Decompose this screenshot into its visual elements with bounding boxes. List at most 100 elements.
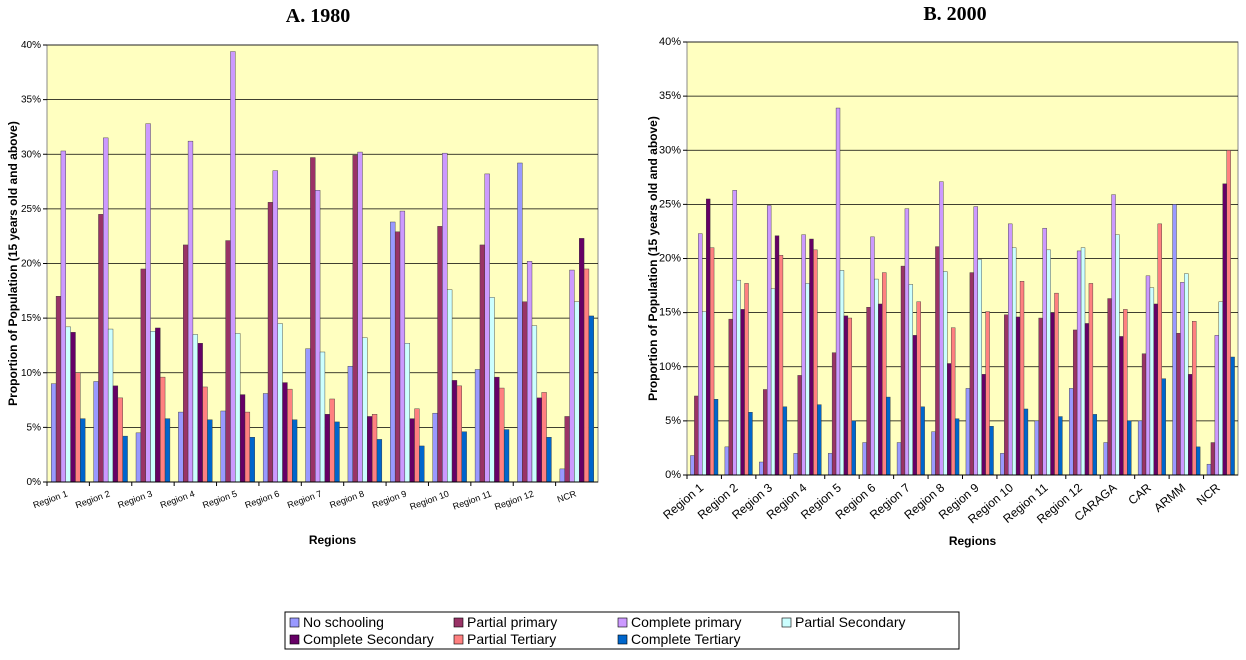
bar	[305, 348, 311, 483]
bar	[499, 387, 505, 483]
bar	[474, 369, 481, 483]
bar	[690, 455, 695, 476]
bar	[1149, 287, 1155, 476]
bar	[98, 214, 104, 483]
bar	[1127, 420, 1132, 476]
bar	[51, 383, 57, 483]
bar	[292, 419, 298, 483]
legend-swatch	[617, 617, 628, 628]
bar	[70, 332, 76, 483]
bar	[1019, 281, 1025, 476]
bar	[220, 410, 226, 483]
bar	[494, 376, 500, 483]
x-tick-label: ARMM	[1151, 481, 1188, 515]
bar	[287, 388, 293, 483]
x-tick-label: Region 12	[493, 488, 535, 511]
y-tick-label: 5%	[665, 415, 681, 427]
x-tick-label: Region 7	[286, 488, 323, 510]
x-tick-label: NCR	[556, 488, 578, 504]
bar	[1123, 309, 1128, 476]
bar	[526, 261, 533, 483]
bar	[766, 205, 772, 476]
x-tick-label: NCR	[1194, 480, 1223, 508]
x-tick-label: Region 6	[244, 488, 281, 510]
bar	[1222, 183, 1227, 476]
x-tick-label: Region 1	[32, 488, 69, 510]
bar	[939, 181, 944, 476]
bar	[801, 234, 806, 476]
bar	[713, 399, 719, 476]
bar	[352, 155, 358, 483]
y-tick-label: 20%	[659, 253, 681, 265]
bar	[950, 327, 956, 476]
bar	[334, 421, 340, 483]
bar	[536, 397, 542, 483]
bar	[797, 375, 802, 476]
bar	[935, 246, 940, 476]
x-axis-title: Regions	[949, 534, 997, 548]
bar	[362, 337, 368, 483]
bar	[916, 301, 921, 476]
bar	[728, 318, 733, 476]
bar	[55, 296, 62, 483]
bar	[419, 445, 425, 483]
y-tick-label: 35%	[659, 90, 681, 102]
bar	[80, 418, 86, 483]
bar	[847, 317, 853, 476]
x-tick-label: Region 5	[201, 488, 238, 510]
bar	[904, 208, 910, 476]
y-tick-label: 10%	[659, 361, 681, 373]
legend-label: Complete Secondary	[303, 631, 434, 647]
bar	[759, 461, 764, 476]
bar	[744, 283, 749, 476]
bar	[1145, 275, 1151, 476]
bar	[461, 431, 467, 483]
bar	[531, 325, 538, 483]
bar	[394, 231, 401, 483]
bar	[1050, 312, 1055, 476]
bar	[315, 190, 321, 483]
bar	[1080, 247, 1086, 476]
bar	[249, 437, 255, 483]
bar	[235, 333, 241, 483]
bar	[809, 238, 814, 476]
bar	[1180, 282, 1185, 476]
bar	[912, 335, 917, 476]
legend-label: Partial Secondary	[795, 614, 906, 630]
bar	[1008, 223, 1013, 476]
bar	[319, 351, 326, 483]
legend-swatch	[453, 634, 464, 645]
bar	[399, 210, 406, 483]
bar	[770, 288, 776, 476]
bar	[272, 170, 278, 483]
bar	[451, 380, 458, 483]
bar	[541, 392, 547, 483]
y-tick-label: 40%	[659, 36, 681, 48]
bar	[239, 394, 246, 483]
bar	[1011, 247, 1017, 476]
bar	[522, 301, 528, 483]
bar	[324, 414, 330, 483]
y-tick-label: 35%	[21, 95, 41, 106]
y-tick-label: 10%	[21, 368, 41, 379]
bar	[835, 107, 841, 476]
bar	[150, 331, 156, 483]
bar	[831, 352, 837, 476]
bar	[178, 411, 184, 483]
bar	[489, 297, 495, 483]
bar	[1107, 298, 1112, 476]
legend-label: Partial Tertiary	[467, 631, 556, 647]
bar	[870, 236, 875, 476]
bar	[546, 437, 552, 483]
y-tick-label: 30%	[21, 149, 41, 160]
legend-label: Complete primary	[631, 614, 741, 630]
bar	[943, 271, 948, 476]
bar	[310, 157, 316, 483]
bar	[947, 363, 952, 476]
bar	[267, 202, 274, 483]
bar	[748, 412, 753, 476]
y-tick-label: 0%	[27, 477, 42, 488]
bar	[107, 328, 114, 483]
bar	[1034, 420, 1039, 476]
bar	[878, 303, 883, 476]
